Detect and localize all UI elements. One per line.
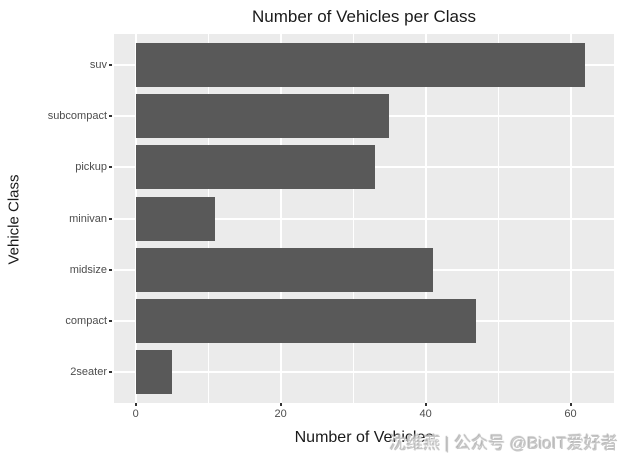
x-tick-mark [134,403,137,406]
y-tick-mark [109,320,112,323]
y-axis-title: Vehicle Class [5,174,23,265]
chart-title: Number of Vehicles per Class [252,7,476,26]
y-tick-mark [109,371,112,374]
x-tick-label-0: 0 [132,408,139,420]
category-gridline [114,371,614,374]
y-tick-label-suv: suv [89,58,107,71]
bar-midsize [135,247,433,292]
bar-2seater [135,350,172,395]
bar-subcompact [135,93,390,138]
x-axis-title: Number of Vehicles [294,429,434,446]
x-tick-mark [279,403,282,406]
y-tick-label-compact: compact [65,315,107,328]
bar-compact [135,299,477,344]
bar-pickup [135,145,375,190]
y-tick-mark [109,63,112,66]
plot-panel [114,34,614,403]
y-tick-label-2seater: 2seater [70,366,107,379]
y-tick-label-midsize: midsize [69,263,107,276]
x-tick-mark [424,403,427,406]
x-tick-mark [569,403,572,406]
x-tick-label-40: 40 [419,408,432,420]
bar-suv [135,42,585,87]
y-tick-mark [109,268,112,271]
x-tick-label-60: 60 [564,408,577,420]
bar-minivan [135,196,216,241]
y-tick-label-minivan: minivan [69,212,107,225]
y-tick-label-pickup: pickup [75,161,107,174]
x-tick-label-20: 20 [274,408,287,420]
y-tick-mark [109,166,112,169]
y-tick-mark [109,217,112,220]
y-tick-mark [109,114,112,117]
y-tick-label-subcompact: subcompact [47,109,107,122]
category-gridline [114,217,614,220]
